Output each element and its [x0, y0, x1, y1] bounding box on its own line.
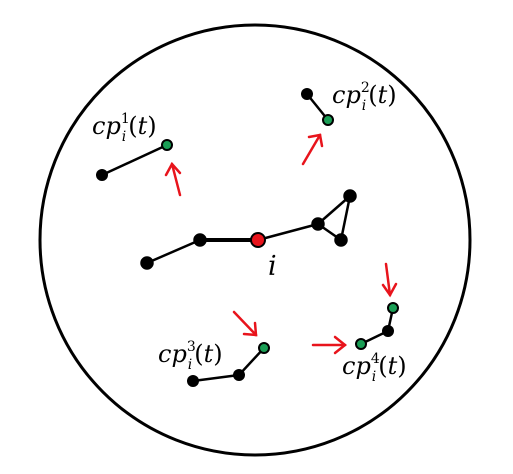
contact-4-label: cp4 i(t): [342, 351, 407, 385]
center-node-i: [250, 232, 266, 248]
contact-2-node: [301, 88, 313, 100]
central-node: [193, 233, 207, 247]
contact-4-point: [355, 338, 367, 350]
center-label: i: [268, 251, 277, 282]
central-edge: [339, 195, 352, 241]
central-edge: [257, 222, 319, 242]
arrow-to-contact-3: [232, 310, 258, 337]
contact-3-structure: [192, 347, 265, 383]
contact-1-point: [161, 139, 173, 151]
contact-1-node: [96, 169, 108, 181]
central-nodes: [140, 189, 357, 270]
contact-1-structure: [96, 139, 173, 181]
contact-3-label: cp3 i(t): [158, 339, 223, 373]
central-node: [140, 256, 154, 270]
neighborhood-circle: [38, 23, 472, 457]
central-node: [311, 217, 325, 231]
contact-2-label: cp2 i(t): [332, 80, 397, 114]
contact-4-node: [382, 325, 394, 337]
arrow-to-contact-4-top: [381, 262, 398, 298]
contact-1-edge: [101, 143, 168, 177]
contact-3-node: [187, 375, 199, 387]
contact-3-edge: [238, 347, 265, 376]
arrow-to-contact-2: [301, 133, 324, 166]
central-edge: [317, 195, 351, 225]
contact-1-label: cp1 i(t): [92, 111, 157, 145]
contact-2-point: [322, 114, 334, 126]
central-node: [343, 189, 357, 203]
contact-3-node: [233, 369, 245, 381]
contact-2-structure: [301, 88, 334, 126]
central-node: [334, 233, 348, 247]
contact-3-edge: [192, 373, 240, 383]
arrow-to-contact-4-left: [311, 335, 348, 355]
contact-4-point: [387, 302, 399, 314]
arrow-to-contact-1: [164, 161, 182, 197]
contact-3-point: [258, 342, 270, 354]
central-edge: [146, 238, 201, 265]
